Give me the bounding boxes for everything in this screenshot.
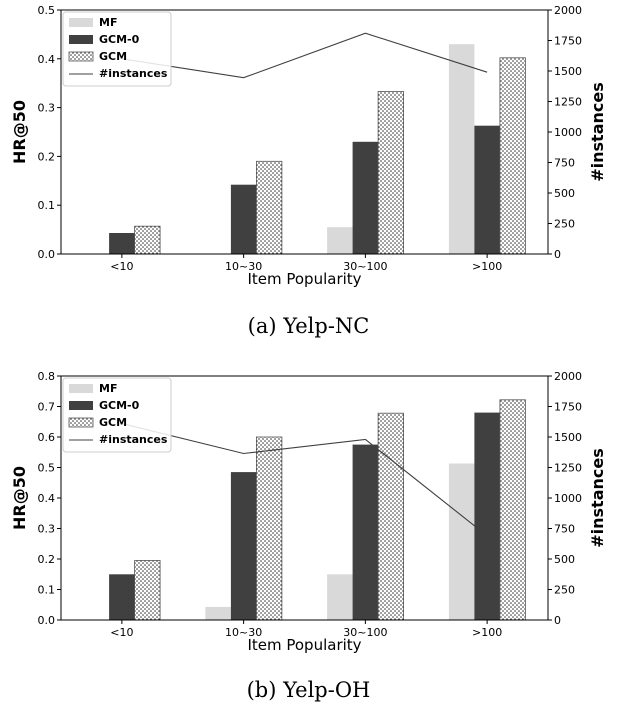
ytick-label: 0.1 (38, 199, 56, 212)
legend-swatch (69, 384, 93, 393)
y2tick-label: 2000 (554, 4, 582, 17)
y2tick-label: 2000 (554, 370, 582, 383)
y2tick-label: 750 (554, 157, 575, 170)
legend-swatch (69, 35, 93, 44)
bar-gcm-1 (255, 160, 283, 255)
bar-gcm0-3 (474, 125, 500, 254)
legend-label: MF (99, 382, 117, 395)
y2-axis-title: #instances (588, 448, 607, 548)
y2tick-label: 1000 (554, 126, 582, 139)
bar-mf-2 (327, 574, 353, 621)
ytick-label: 0.1 (38, 584, 56, 597)
y2-axis-title: #instances (588, 82, 607, 182)
chart-panel-yelp-nc: 0.0 0.1 0.2 0.3 0.4 0.5 0 250 500 750 1000 1250 1500… (10, 4, 607, 338)
bar-gcm-2 (377, 412, 405, 621)
legend-label: GCM (99, 50, 127, 63)
bar-mf-3 (448, 463, 475, 620)
ytick-label: 0.5 (38, 4, 56, 17)
y2tick-label: 250 (554, 218, 575, 231)
line-instances (121, 423, 488, 537)
ytick-label: 0.6 (38, 431, 56, 444)
legend-swatch (69, 18, 93, 27)
bar-mf-3 (448, 44, 475, 255)
chart-panel-yelp-oh: 0.0 0.1 0.2 0.3 0.4 0.5 0.6 0.7 0.8 0 250 500 750 100… (10, 370, 607, 702)
ytick-label: 0.2 (38, 150, 56, 163)
ytick-label: 0.2 (38, 553, 56, 566)
y2tick-label: 1750 (554, 35, 582, 48)
legend-label: #instances (99, 67, 168, 80)
xtick-label: 30~100 (343, 260, 387, 273)
legend-label: GCM-0 (99, 33, 140, 46)
xtick-label: 30~100 (343, 626, 387, 639)
xtick-label: <10 (110, 626, 133, 639)
bar-gcm-0 (134, 225, 161, 255)
legend-label: MF (99, 16, 117, 29)
legend-box (62, 377, 172, 453)
xtick-label: >100 (472, 626, 502, 639)
legend-label: GCM (99, 416, 127, 429)
bar-gcm0-2 (352, 141, 379, 254)
x-axis-title: Item Popularity (247, 270, 361, 288)
y2tick-label: 1250 (554, 462, 582, 475)
figure-caption: (a) Yelp-NC (248, 314, 370, 338)
y2tick-label: 1500 (554, 431, 582, 444)
y2tick-label: 250 (554, 584, 575, 597)
figure-caption: (b) Yelp-OH (247, 678, 371, 702)
bar-mf-2 (327, 227, 353, 254)
ytick-label: 0.0 (38, 248, 56, 261)
y2tick-label: 500 (554, 187, 575, 200)
x-axis-title: Item Popularity (247, 636, 361, 654)
y2tick-label: 750 (554, 523, 575, 536)
xtick-label: 10~30 (225, 626, 262, 639)
ytick-label: 0.7 (38, 401, 56, 414)
y2tick-label: 0 (554, 248, 561, 261)
line-instances (121, 32, 488, 79)
bar-gcm0-0 (109, 233, 135, 254)
y-axis-title: HR@50 (10, 100, 29, 164)
ytick-label: 0.8 (38, 370, 56, 383)
legend-swatch (68, 417, 94, 428)
bar-gcm-2 (377, 91, 405, 255)
bar-gcm-3 (499, 399, 526, 621)
bar-mf-1 (205, 606, 231, 620)
bar-gcm-3 (499, 57, 526, 255)
legend-label: #instances (99, 433, 168, 446)
bar-gcm0-2 (352, 444, 379, 620)
bar-gcm-0 (134, 560, 161, 621)
xtick-label: <10 (110, 260, 133, 273)
y2tick-label: 500 (554, 553, 575, 566)
y2tick-label: 1500 (554, 65, 582, 78)
y2tick-label: 1000 (554, 492, 582, 505)
ytick-label: 0.4 (38, 53, 56, 66)
bar-gcm0-1 (230, 472, 257, 620)
y2tick-label: 1750 (554, 401, 582, 414)
legend-box (62, 11, 172, 87)
legend-swatch (68, 51, 94, 62)
bar-gcm0-0 (109, 574, 135, 621)
ytick-label: 0.4 (38, 492, 56, 505)
legend-swatch (69, 401, 93, 410)
legend-label: GCM-0 (99, 399, 140, 412)
y2tick-label: 1250 (554, 96, 582, 109)
bar-gcm0-3 (474, 412, 500, 620)
xtick-label: 10~30 (225, 260, 262, 273)
ytick-label: 0.3 (38, 523, 56, 536)
ytick-label: 0.3 (38, 102, 56, 115)
bar-gcm-1 (255, 436, 283, 621)
xtick-label: >100 (472, 260, 502, 273)
y2tick-label: 0 (554, 614, 561, 627)
bar-gcm0-1 (230, 184, 257, 254)
y-axis-title: HR@50 (10, 466, 29, 530)
ytick-label: 0.0 (38, 614, 56, 627)
ytick-label: 0.5 (38, 462, 56, 475)
